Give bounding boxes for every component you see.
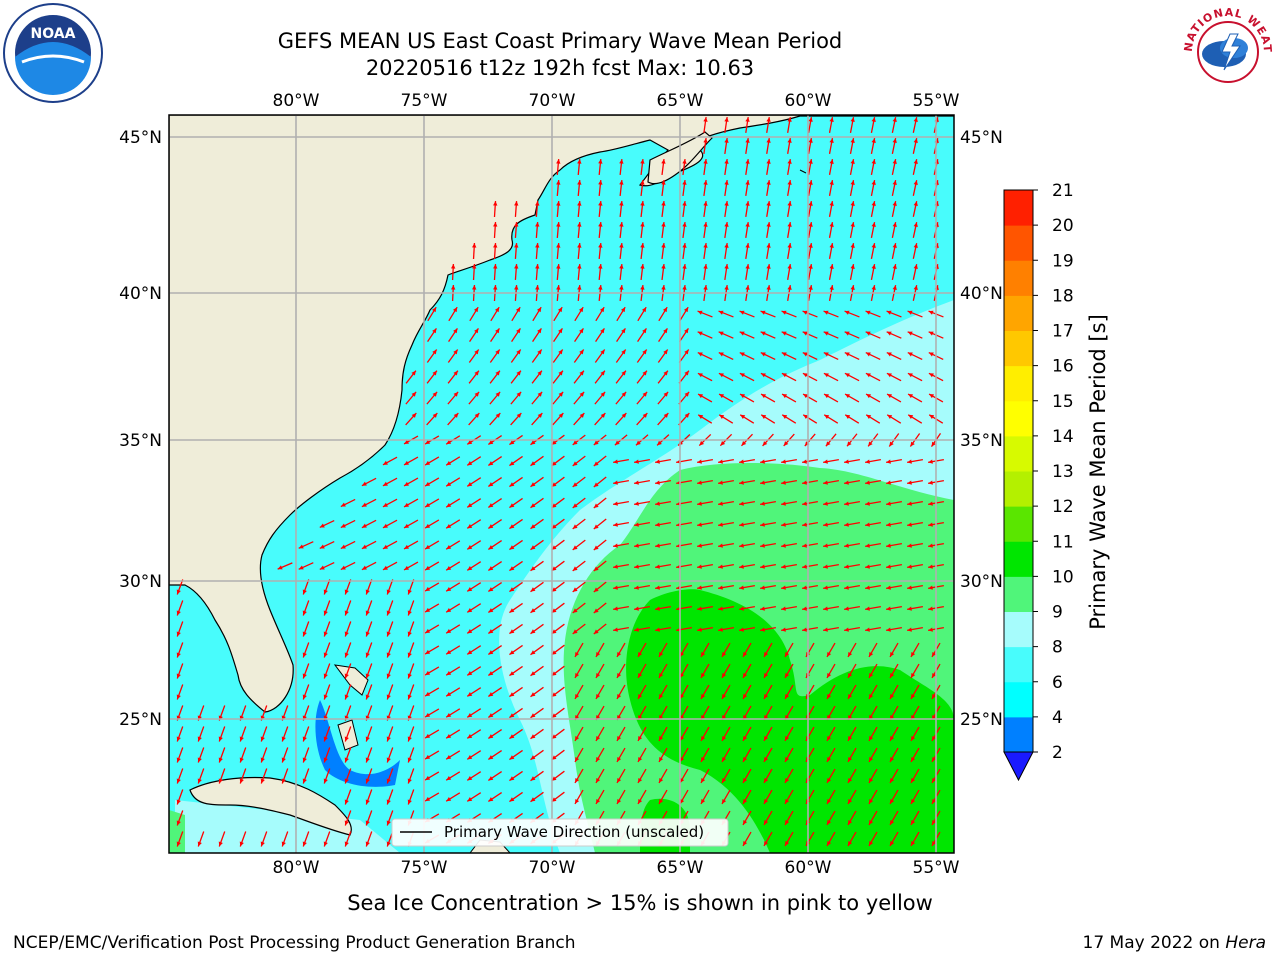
branch-credit: NCEP/EMC/Verification Post Processing Pr… [13,933,576,953]
run-date: 17 May 2022 on Hera [1083,933,1267,953]
lon-label: 70°W [529,858,576,878]
lon-label: 70°W [529,91,576,111]
sea-ice-note: Sea Ice Concentration > 15% is shown in … [347,891,933,915]
colorbar-segment [1004,471,1033,507]
colorbar-tick-label: 9 [1052,603,1063,623]
colorbar-tick-label: 11 [1052,532,1074,552]
colorbar-segment [1004,295,1033,331]
colorbar-segment [1004,646,1033,683]
lat-label: 45°N [119,128,162,148]
lon-label: 80°W [273,858,320,878]
lon-label: 65°W [657,858,704,878]
colorbar-tick-label: 10 [1052,567,1074,587]
colorbar-tick-label: 18 [1052,286,1074,306]
wave-direction-arrows [176,116,944,847]
run-host: Hera [1225,933,1266,953]
caribbean-shade [175,800,400,853]
colorbar-segment [1004,681,1033,718]
gulf-shade [169,590,260,760]
colorbar-segment [1004,400,1033,437]
colorbar-segment [1004,435,1033,472]
colorbar-tick-label: 12 [1052,497,1074,517]
lat-label: 30°N [960,572,1003,592]
colorbar-segment [1004,365,1033,402]
colorbar-segment [1004,611,1033,648]
colorbar-tick-label: 17 [1052,322,1074,342]
noaa-logo-text: NOAA [31,26,76,42]
period-band-10-11 [626,589,954,853]
colorbar-tick-label: 21 [1052,181,1074,201]
lat-label: 45°N [960,128,1003,148]
lon-labels-bottom: 80°W 75°W 70°W 65°W 60°W 55°W [273,858,960,878]
colorbar: 2 4 6 8 9 10 11 12 13 14 15 16 17 18 19 20 21 [1003,181,1074,782]
colorbar-tick-label: 8 [1052,638,1063,658]
noaa-logo: NOAA [3,3,103,103]
run-date-text: 17 May 2022 on [1082,933,1226,953]
lat-labels-left: 45°N 40°N 35°N 30°N 25°N [119,128,162,730]
lon-label: 60°W [785,91,832,111]
lon-label: 75°W [401,91,448,111]
legend: Primary Wave Direction (unscaled) [391,818,729,847]
lon-labels-top: 80°W 75°W 70°W 65°W 60°W 55°W [273,91,960,111]
nws-logo: NATIONAL WEATHER SERVICE [1178,2,1276,100]
lon-label: 60°W [785,858,832,878]
colorbar-segment [1004,506,1033,542]
colorbar-tick-label: 6 [1052,673,1063,693]
legend-label: Primary Wave Direction (unscaled) [444,823,704,841]
colorbar-segment [1004,716,1033,753]
colorbar-segment [1004,225,1033,261]
lon-label: 75°W [401,858,448,878]
colorbar-tick-label: 15 [1052,392,1074,412]
colorbar-segment [1004,330,1033,367]
land-bermuda-like [799,169,807,174]
colorbar-segment [1004,190,1033,226]
colorbar-tick-label: 19 [1052,251,1074,271]
lon-label: 65°W [657,91,704,111]
colorbar-tick-label: 13 [1052,462,1074,482]
lat-labels-right: 45°N 40°N 35°N 30°N 25°N [960,128,1003,730]
lon-label: 80°W [273,91,320,111]
caribbean-green [169,810,185,853]
colorbar-label: Primary Wave Mean Period [s] [1086,314,1110,630]
lon-label: 55°W [913,91,960,111]
period-band-2-4 [315,700,400,787]
lat-label: 40°N [960,284,1003,304]
lat-label: 35°N [119,431,162,451]
lat-label: 30°N [119,572,162,592]
lon-label: 55°W [913,858,960,878]
lat-label: 35°N [960,431,1003,451]
lat-label: 25°N [119,710,162,730]
colorbar-extend-arrow [1003,751,1034,782]
colorbar-tick-label: 16 [1052,357,1074,377]
graticule [169,115,954,853]
colorbar-tick-label: 20 [1052,216,1074,236]
colorbar-tick-label: 2 [1052,743,1063,763]
colorbar-segment [1004,576,1033,612]
colorbar-segment [1004,541,1033,577]
map-frame [168,114,955,854]
land-bahamas [333,664,369,696]
chart-title: GEFS MEAN US East Coast Primary Wave Mea… [277,29,843,53]
chart-subtitle: 20220516 t12z 192h fcst Max: 10.63 [365,56,755,80]
colorbar-segment [1004,260,1033,296]
colorbar-tick-label: 4 [1052,708,1063,728]
lat-label: 40°N [119,284,162,304]
land-north-america [169,115,954,713]
lat-label: 25°N [960,710,1003,730]
colorbar-tick-label: 14 [1052,427,1074,447]
